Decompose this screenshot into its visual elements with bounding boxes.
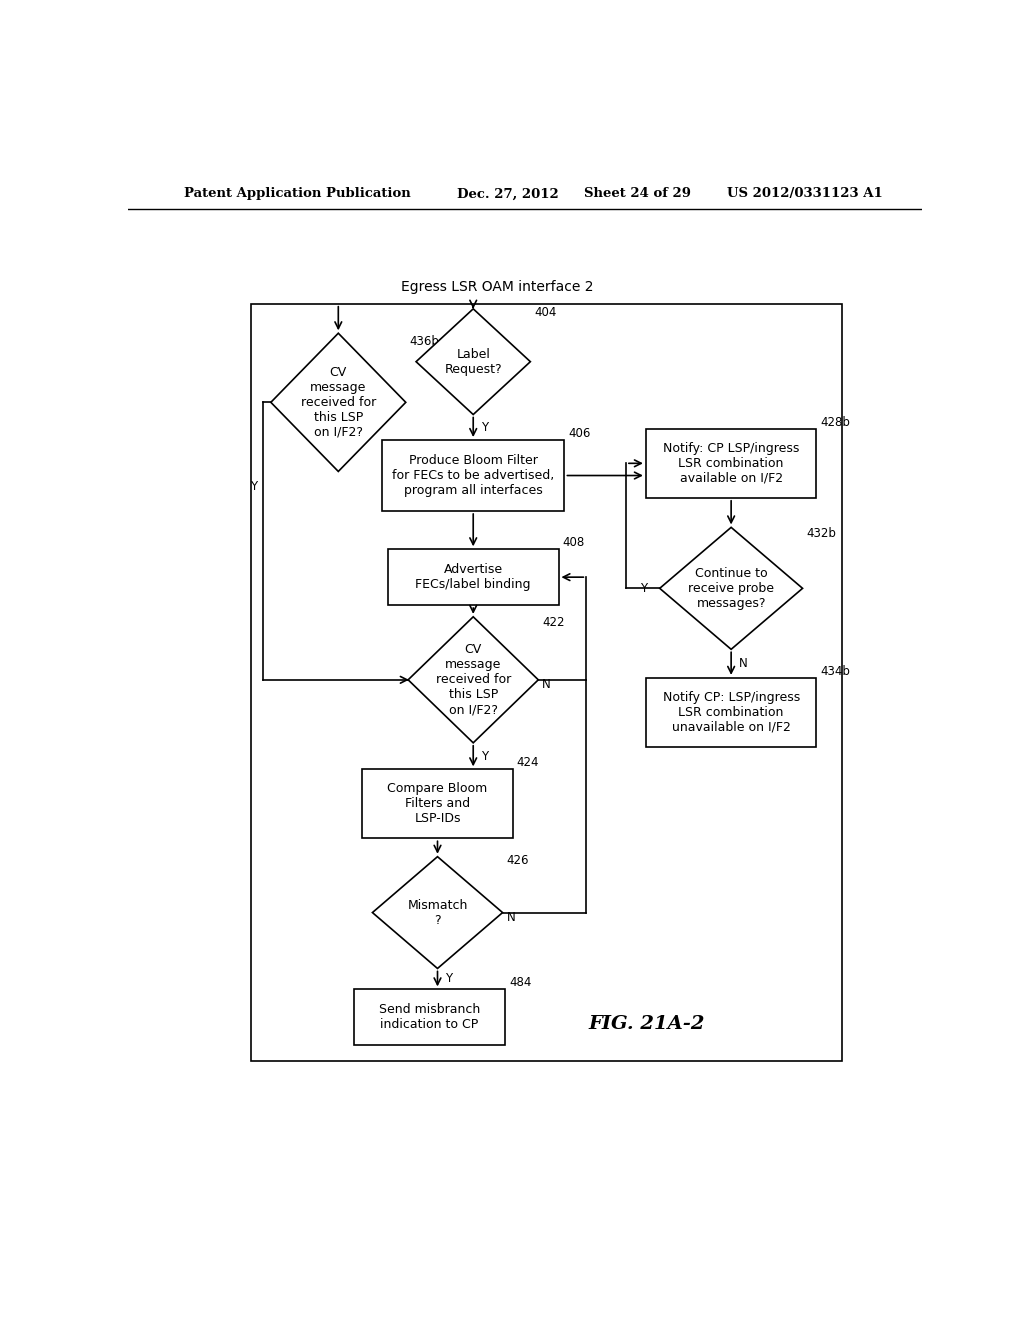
Text: CV
message
received for
this LSP
on I/F2?: CV message received for this LSP on I/F2… xyxy=(435,643,511,717)
Polygon shape xyxy=(270,333,406,471)
Text: 484: 484 xyxy=(509,977,531,989)
Text: Mismatch
?: Mismatch ? xyxy=(408,899,468,927)
Text: 434b: 434b xyxy=(820,665,850,677)
Polygon shape xyxy=(659,528,803,649)
Bar xyxy=(646,429,816,498)
Text: Y: Y xyxy=(445,973,453,986)
Text: 406: 406 xyxy=(568,426,591,440)
Bar xyxy=(362,770,513,838)
Text: 422: 422 xyxy=(543,616,565,630)
Text: Y: Y xyxy=(250,480,257,494)
Text: Y: Y xyxy=(481,421,488,434)
Text: Patent Application Publication: Patent Application Publication xyxy=(183,187,411,201)
Text: Y: Y xyxy=(481,750,488,763)
Text: 408: 408 xyxy=(562,536,585,549)
Polygon shape xyxy=(416,309,530,414)
Text: Compare Bloom
Filters and
LSP-IDs: Compare Bloom Filters and LSP-IDs xyxy=(387,783,487,825)
Text: Send misbranch
indication to CP: Send misbranch indication to CP xyxy=(379,1003,480,1031)
Text: Sheet 24 of 29: Sheet 24 of 29 xyxy=(585,187,691,201)
Bar xyxy=(354,989,505,1045)
Text: Notify: CP LSP/ingress
LSR combination
available on I/F2: Notify: CP LSP/ingress LSR combination a… xyxy=(663,442,800,484)
Polygon shape xyxy=(373,857,503,969)
Text: CV
message
received for
this LSP
on I/F2?: CV message received for this LSP on I/F2… xyxy=(301,366,376,438)
Text: Egress LSR OAM interface 2: Egress LSR OAM interface 2 xyxy=(400,280,593,293)
Text: Notify CP: LSP/ingress
LSR combination
unavailable on I/F2: Notify CP: LSP/ingress LSR combination u… xyxy=(663,690,800,734)
Text: N: N xyxy=(739,657,748,671)
Bar xyxy=(382,440,564,511)
Bar xyxy=(251,304,842,1061)
Text: Continue to
receive probe
messages?: Continue to receive probe messages? xyxy=(688,566,774,610)
Text: Label
Request?: Label Request? xyxy=(444,347,502,376)
Text: N: N xyxy=(507,911,515,924)
Text: 404: 404 xyxy=(535,306,557,319)
Text: Dec. 27, 2012: Dec. 27, 2012 xyxy=(458,187,559,201)
Text: 424: 424 xyxy=(517,756,540,770)
Text: Produce Bloom Filter
for FECs to be advertised,
program all interfaces: Produce Bloom Filter for FECs to be adve… xyxy=(392,454,554,498)
Text: 436b: 436b xyxy=(410,335,439,348)
Text: Advertise
FECs/label binding: Advertise FECs/label binding xyxy=(416,564,531,591)
Text: 428b: 428b xyxy=(820,416,850,429)
Bar xyxy=(388,549,558,605)
Text: 426: 426 xyxy=(507,854,529,867)
Polygon shape xyxy=(409,616,539,743)
Bar xyxy=(646,677,816,747)
Text: Y: Y xyxy=(640,582,647,595)
Text: N: N xyxy=(543,678,551,692)
Text: FIG. 21A-2: FIG. 21A-2 xyxy=(588,1015,705,1034)
Text: US 2012/0331123 A1: US 2012/0331123 A1 xyxy=(727,187,883,201)
Text: 432b: 432b xyxy=(807,527,837,540)
